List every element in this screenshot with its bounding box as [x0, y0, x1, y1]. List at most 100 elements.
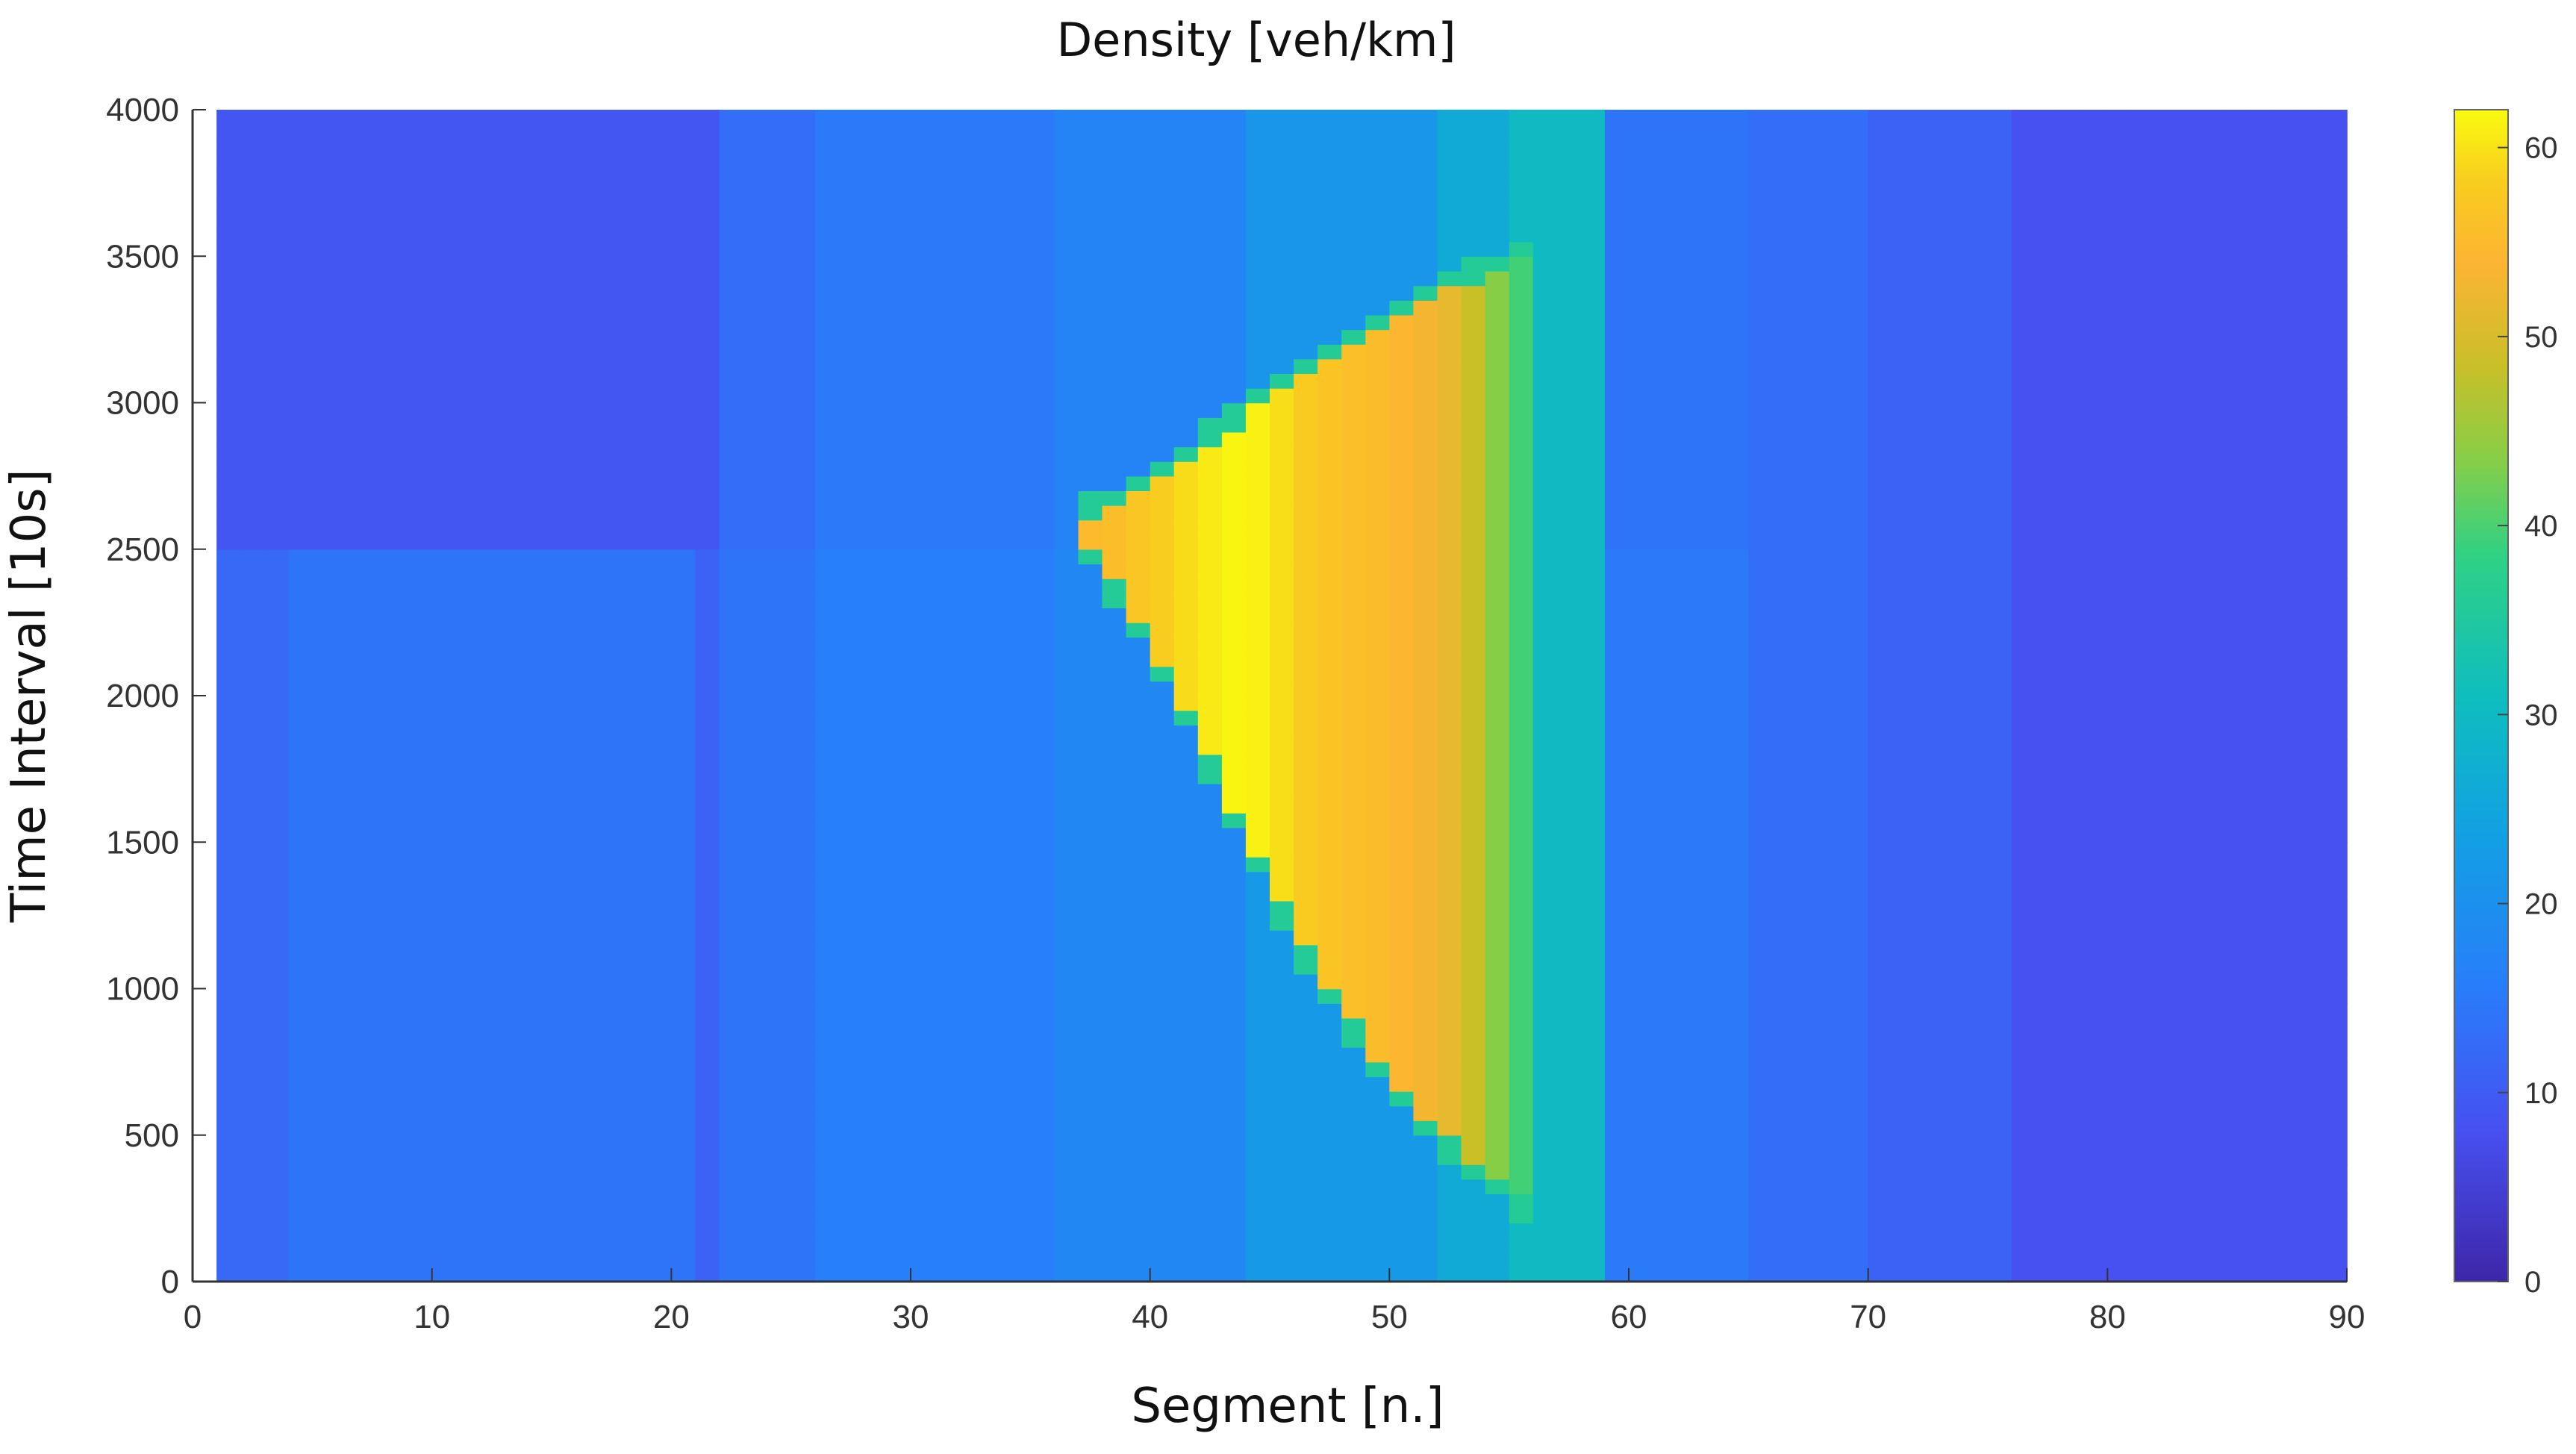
- heatmap-cell: [336, 783, 361, 799]
- heatmap-cell: [576, 652, 600, 667]
- heatmap-cell: [1102, 1164, 1127, 1180]
- heatmap-cell: [1341, 387, 1367, 404]
- heatmap-cell: [1365, 652, 1391, 667]
- heatmap-cell: [527, 769, 552, 784]
- heatmap-cell: [1006, 168, 1032, 184]
- heatmap-cell: [671, 124, 696, 140]
- heatmap-cell: [264, 769, 290, 784]
- heatmap-cell: [743, 124, 768, 140]
- heatmap-cell: [503, 505, 528, 521]
- heatmap-cell: [1173, 696, 1199, 711]
- heatmap-cell: [1677, 1252, 1701, 1268]
- heatmap-cell: [814, 256, 840, 272]
- heatmap-cell: [1294, 798, 1318, 814]
- heatmap-cell: [1437, 1223, 1462, 1238]
- heatmap-cell: [1604, 608, 1630, 623]
- heatmap-cell: [935, 153, 959, 169]
- heatmap-cell: [288, 856, 314, 873]
- heatmap-cell: [1150, 710, 1175, 726]
- heatmap-cell: [264, 1003, 290, 1019]
- heatmap-cell: [1580, 1267, 1606, 1282]
- heatmap-cell: [671, 696, 696, 711]
- heatmap-cell: [1294, 300, 1318, 316]
- heatmap-cell: [982, 608, 1008, 623]
- heatmap-cell: [935, 519, 959, 535]
- heatmap-cell: [1150, 871, 1175, 887]
- heatmap-cell: [790, 475, 816, 491]
- heatmap-cell: [671, 344, 696, 360]
- heatmap-cell: [240, 652, 265, 667]
- heatmap-cell: [862, 1223, 888, 1238]
- heatmap-cell: [1556, 915, 1582, 931]
- heatmap-cell: [1485, 1017, 1510, 1034]
- heatmap-cell: [647, 900, 673, 917]
- heatmap-cell: [552, 637, 576, 652]
- heatmap-cell: [1317, 344, 1342, 360]
- heatmap-cell: [911, 417, 935, 433]
- heatmap-cell: [886, 1032, 911, 1048]
- heatmap-cell: [216, 827, 241, 843]
- heatmap-cell: [1317, 197, 1342, 213]
- heatmap-cell: [1532, 241, 1558, 257]
- heatmap-cell: [1413, 285, 1438, 301]
- heatmap-cell: [384, 475, 409, 491]
- heatmap-cell: [240, 505, 265, 521]
- heatmap-cell: [479, 505, 505, 521]
- heatmap-cell: [1317, 842, 1342, 858]
- heatmap-cell: [408, 505, 433, 521]
- heatmap-cell: [455, 783, 481, 799]
- heatmap-cell: [982, 725, 1008, 740]
- heatmap-cell: [1461, 387, 1486, 404]
- heatmap-cell: [479, 285, 505, 301]
- heatmap-cell: [1150, 446, 1175, 462]
- heatmap-cell: [455, 725, 481, 740]
- heatmap-cell: [1700, 1194, 1726, 1209]
- heatmap-cell: [862, 1120, 888, 1136]
- heatmap-cell: [576, 915, 600, 931]
- heatmap-cell: [503, 1149, 528, 1165]
- heatmap-cell: [911, 593, 935, 608]
- heatmap-cell: [935, 608, 959, 623]
- heatmap-cell: [1461, 813, 1486, 829]
- heatmap-cell: [455, 856, 481, 873]
- heatmap-cell: [1294, 110, 1318, 125]
- heatmap-cell: [1126, 490, 1151, 506]
- heatmap-cell: [958, 153, 983, 169]
- heatmap-cell: [455, 373, 481, 389]
- heatmap-cell: [1126, 446, 1151, 462]
- heatmap-cell: [1173, 344, 1199, 360]
- heatmap-cell: [935, 1267, 959, 1282]
- heatmap-cell: [1078, 475, 1103, 491]
- heatmap-cell: [1604, 856, 1630, 873]
- heatmap-cell: [1078, 344, 1103, 360]
- heatmap-cell: [1461, 475, 1486, 491]
- heatmap-cell: [1365, 212, 1391, 228]
- heatmap-cell: [982, 1252, 1008, 1268]
- heatmap-cell: [1078, 813, 1103, 829]
- heatmap-cell: [1389, 212, 1415, 228]
- heatmap-cell: [982, 622, 1008, 638]
- heatmap-cell: [838, 1179, 864, 1194]
- heatmap-cell: [1054, 139, 1079, 155]
- heatmap-cell: [552, 1179, 576, 1194]
- heatmap-cell: [431, 446, 457, 462]
- heatmap-cell: [1078, 827, 1103, 843]
- heatmap-cell: [1653, 1090, 1677, 1107]
- heatmap-cell: [1556, 1194, 1582, 1209]
- heatmap-cell: [384, 1267, 409, 1282]
- heatmap-cell: [1126, 593, 1151, 608]
- heatmap-cell: [1197, 344, 1223, 360]
- heatmap-cell: [1677, 1076, 1701, 1092]
- heatmap-cell: [1532, 344, 1558, 360]
- heatmap-cell: [552, 1252, 576, 1268]
- heatmap-cell: [1102, 637, 1127, 652]
- heatmap-cell: [1102, 300, 1127, 316]
- heatmap-cell: [1629, 168, 1653, 184]
- heatmap-cell: [1078, 329, 1103, 345]
- heatmap-cell: [1677, 212, 1701, 228]
- heatmap-cell: [408, 197, 433, 213]
- heatmap-cell: [384, 769, 409, 784]
- heatmap-cell: [1653, 183, 1677, 199]
- heatmap-cell: [1078, 608, 1103, 623]
- heatmap-cell: [240, 549, 265, 565]
